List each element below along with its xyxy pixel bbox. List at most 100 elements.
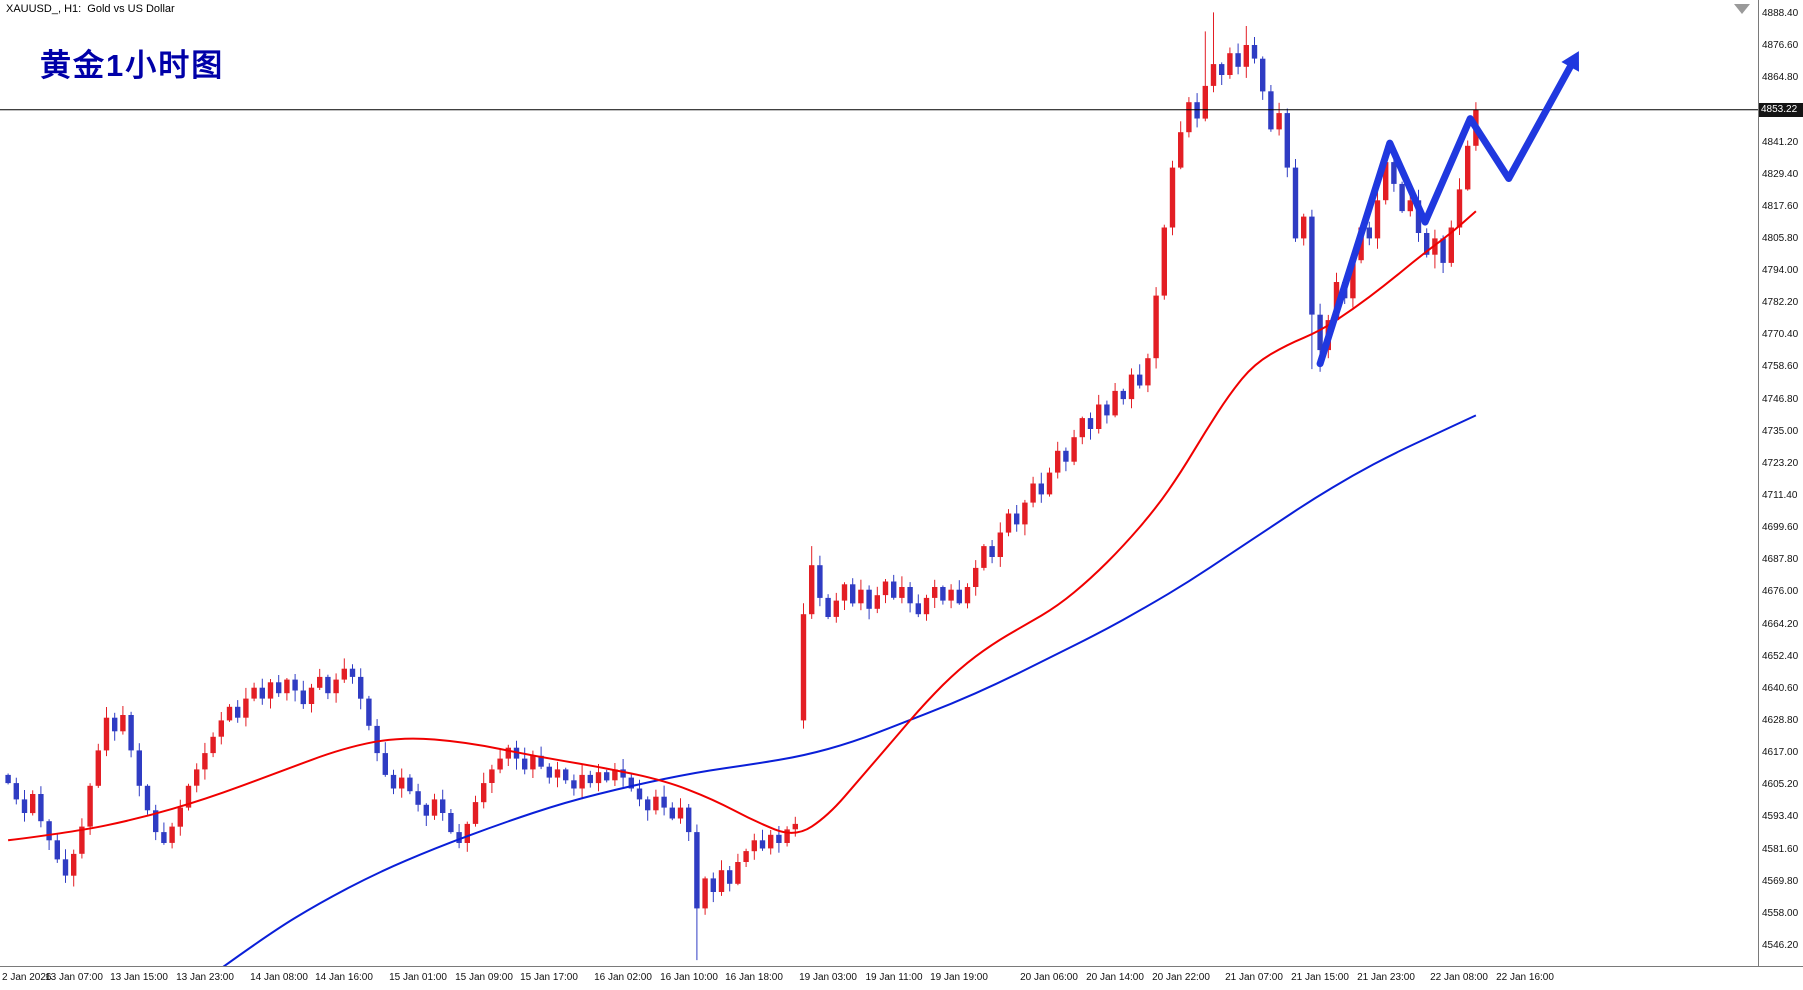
candle [653,796,659,811]
candle [866,589,872,609]
time-axis[interactable]: 2 Jan 2026 13 Jan 07:00 13 Jan 15:00 13 Jan… [0,966,1803,990]
candle [284,679,290,694]
candle [907,587,913,604]
candle [300,690,306,705]
price-axis-label: 4687.80 [1762,554,1799,565]
candle [538,755,544,767]
candle [1317,314,1323,351]
time-axis-label: 13 Jan 23:00 [176,972,234,983]
time-axis-label: 13 Jan 07:00 [45,972,103,983]
candle [505,747,511,759]
price-axis-label: 4617.00 [1762,747,1799,758]
symbol-label: XAUUSD_, H1: Gold vs US Dollar [6,3,175,15]
candle [554,769,561,778]
ma-fast-line [7,210,1477,842]
price-axis-label: 4829.40 [1762,169,1799,180]
candle [636,788,643,800]
candle [809,565,815,615]
candle [891,581,897,598]
candle [407,777,413,792]
candle [1292,167,1299,239]
candle [95,750,101,786]
candle [431,799,438,816]
candle [751,840,757,852]
price-axis-label: 4711.40 [1762,490,1798,501]
candle [628,777,634,789]
candle [1178,132,1184,168]
candle [792,823,798,830]
candle [54,840,60,860]
candle [997,532,1003,557]
candle [1432,238,1438,255]
candle [604,772,610,781]
candle [686,807,692,833]
candle [1235,53,1241,67]
candle [989,546,995,557]
candle [1194,102,1200,119]
time-axis-label: 21 Jan 15:00 [1291,972,1349,983]
candle [546,766,552,778]
candle [382,753,388,775]
candle [1161,227,1167,296]
time-axis-label: 21 Jan 23:00 [1357,972,1415,983]
candle [1137,374,1143,386]
candle [1350,260,1356,299]
candle [472,802,479,824]
forecast-arrow-line[interactable] [1316,63,1574,368]
candle [169,826,175,843]
candle [185,785,192,808]
candle [120,715,126,732]
candle [948,589,954,601]
candle [1440,238,1446,263]
candle [325,676,331,694]
candle [1276,113,1282,130]
candle [784,829,790,843]
candle [1079,418,1085,438]
price-axis-label: 4817.60 [1762,201,1799,212]
candle [817,565,823,598]
candle [251,687,257,699]
forecast-arrow-head[interactable] [1561,51,1579,72]
candle [194,769,200,786]
time-axis-label: 16 Jan 02:00 [594,972,652,983]
price-axis-label: 4640.60 [1762,683,1799,694]
price-axis[interactable]: 4888.40 4876.60 4864.80 4841.20 4829.40 4817.… [1758,0,1803,966]
candle [1448,227,1454,263]
candle [702,878,708,909]
price-axis-label: 4546.20 [1762,940,1799,951]
price-axis-label: 4770.40 [1762,329,1799,340]
candle [423,804,429,816]
candle [390,774,397,789]
candle [841,584,848,601]
price-axis-label: 4888.40 [1762,8,1799,19]
candle [177,807,183,827]
candle [530,755,536,770]
price-axis-label: 4628.80 [1762,715,1799,726]
candle [144,785,151,811]
candle [259,687,265,699]
candle [595,772,602,784]
time-axis-label: 16 Jan 10:00 [660,972,718,983]
candle [399,777,405,789]
price-axis-label: 4805.80 [1762,233,1799,244]
candle [30,794,36,814]
candle [276,682,282,694]
candle [13,783,19,800]
time-axis-label: 20 Jan 22:00 [1152,972,1210,983]
price-axis-label: 4558.00 [1762,908,1799,919]
forecast-arrow[interactable] [1316,51,1579,368]
candle [243,698,249,718]
time-axis-label: 19 Jan 19:00 [930,972,988,983]
candle [915,603,921,615]
candle [1005,513,1012,533]
candle [210,736,216,754]
chart-shift-marker[interactable] [1734,4,1750,14]
time-axis-label: 22 Jan 16:00 [1496,972,1554,983]
candle [136,750,142,786]
candle [292,679,298,691]
candle [1399,183,1405,212]
candle [522,758,528,770]
candle [1169,167,1176,228]
